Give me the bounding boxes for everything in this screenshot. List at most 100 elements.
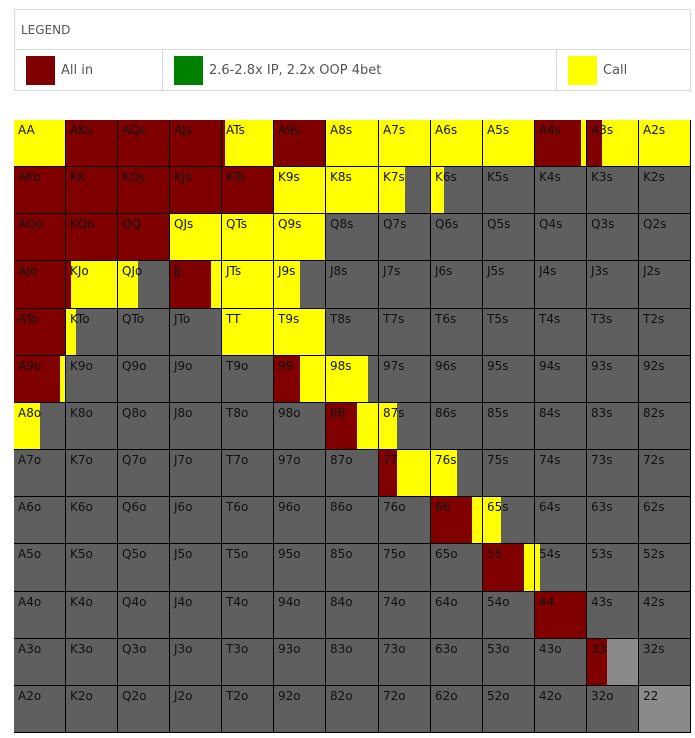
hand-label: A5o: [18, 547, 42, 561]
hand-cell-94o: 94o: [274, 592, 326, 639]
hand-label: K5o: [70, 547, 93, 561]
hand-label: 85s: [487, 406, 509, 420]
hand-cell-Q3s: Q3s: [587, 214, 639, 261]
hand-label: 88: [330, 406, 346, 420]
hand-label: 73o: [383, 642, 406, 656]
hand-label: J9o: [174, 359, 193, 373]
hand-label: K9o: [70, 359, 93, 373]
hand-label: T5o: [226, 547, 249, 561]
hand-cell-TT: TT: [222, 309, 274, 356]
hand-cell-98o: 98o: [274, 403, 326, 450]
hand-cell-KJs: KJs: [170, 167, 222, 214]
legend-title: LEGEND: [15, 10, 690, 50]
hand-cell-call-fill: [14, 120, 65, 166]
hand-label: 84o: [330, 595, 353, 609]
hand-cell-T5s: T5s: [483, 309, 535, 356]
hand-cell-63s: 63s: [587, 497, 639, 544]
hand-cell-call-fill: [357, 403, 378, 449]
hand-cell-84s: 84s: [535, 403, 587, 450]
hand-label: K6s: [435, 170, 457, 184]
hand-cell-73o: 73o: [379, 639, 431, 686]
hand-cell-KK: KK: [66, 167, 118, 214]
hand-label: QTo: [122, 312, 145, 326]
hand-cell-KTs: KTs: [222, 167, 274, 214]
hand-cell-93o: 93o: [274, 639, 326, 686]
hand-cell-33: 33: [587, 639, 639, 686]
hand-cell-QJo: QJo: [118, 261, 170, 309]
hand-cell-KTo: KTo: [66, 309, 118, 356]
hand-cell-AA: AA: [14, 120, 66, 167]
hand-label: 44: [539, 595, 555, 609]
hand-label: J3o: [174, 642, 193, 656]
hand-label: KJs: [174, 170, 192, 184]
hand-label: 74s: [539, 453, 561, 467]
hand-cell-KQo: KQo: [66, 214, 118, 261]
hand-label: KTo: [70, 312, 90, 326]
hand-cell-Q5o: Q5o: [118, 544, 170, 592]
hand-label: QJs: [174, 217, 194, 231]
hand-cell-call-fill: [211, 261, 221, 308]
hand-label: 42o: [539, 689, 562, 703]
hand-label: 82s: [643, 406, 665, 420]
hand-cell-Q9s: Q9s: [274, 214, 326, 261]
hand-cell-allin-fill: [66, 214, 117, 260]
hand-cell-77: 77: [379, 450, 431, 497]
hand-label: Q2o: [122, 689, 147, 703]
hand-cell-Q7o: Q7o: [118, 450, 170, 497]
hand-label: 62s: [643, 500, 665, 514]
hand-label: JJ: [174, 264, 182, 278]
hand-label: 93o: [278, 642, 301, 656]
hand-cell-JTo: JTo: [170, 309, 222, 356]
hand-label: 64o: [435, 595, 458, 609]
hand-label: K2s: [643, 170, 665, 184]
hand-cell-93s: 93s: [587, 356, 639, 403]
hand-cell-83s: 83s: [587, 403, 639, 450]
hand-cell-43o: 43o: [535, 639, 587, 686]
hand-cell-43s: 43s: [587, 592, 639, 639]
hand-cell-call-fill: [222, 214, 273, 260]
hand-cell-86s: 86s: [431, 403, 483, 450]
hand-label: J9s: [278, 264, 296, 278]
hand-cell-94s: 94s: [535, 356, 587, 403]
hand-label: A7o: [18, 453, 42, 467]
hand-label: T3s: [591, 312, 613, 326]
hand-cell-42o: 42o: [535, 686, 587, 733]
hand-cell-A8o: A8o: [14, 403, 66, 450]
hand-label: A7s: [383, 123, 406, 137]
hand-label: A2o: [18, 689, 42, 703]
hand-cell-T3s: T3s: [587, 309, 639, 356]
hand-label: 42s: [643, 595, 665, 609]
hand-cell-allin-fill: [535, 592, 586, 638]
hand-label: A3o: [18, 642, 42, 656]
hand-cell-42s: 42s: [639, 592, 691, 639]
hand-cell-call-fill: [379, 403, 397, 449]
hand-cell-allin-fill: [66, 120, 117, 166]
hand-cell-A5s: A5s: [483, 120, 535, 167]
hand-label: Q2s: [643, 217, 667, 231]
hand-cell-T2o: T2o: [222, 686, 274, 733]
hand-cell-Q6o: Q6o: [118, 497, 170, 544]
hand-cell-85o: 85o: [326, 544, 379, 592]
hand-cell-QQ: QQ: [118, 214, 170, 261]
hand-label: AQo: [18, 217, 43, 231]
hand-label: J6o: [174, 500, 193, 514]
hand-cell-AQs: AQs: [118, 120, 170, 167]
hand-cell-K5o: K5o: [66, 544, 118, 592]
hand-cell-72s: 72s: [639, 450, 691, 497]
hand-label: 96s: [435, 359, 457, 373]
hand-label: AQs: [122, 123, 146, 137]
hand-cell-AJs: AJs: [170, 120, 222, 167]
hand-label: 53o: [487, 642, 510, 656]
hand-label: Q7o: [122, 453, 147, 467]
hand-cell-44: 44: [535, 592, 587, 639]
hand-label: 72o: [383, 689, 406, 703]
hand-label: AKs: [70, 123, 93, 137]
hand-cell-54s: 54s: [535, 544, 587, 592]
hand-label: T2o: [226, 689, 249, 703]
hand-label: A4s: [539, 123, 562, 137]
hand-cell-Q2s: Q2s: [639, 214, 691, 261]
legend-item-4bet: 2.6-2.8x IP, 2.2x OOP 4bet: [163, 50, 557, 91]
hand-cell-call-fill: [274, 261, 300, 308]
hand-cell-A4s: A4s: [535, 120, 587, 167]
hand-label: J8s: [330, 264, 348, 278]
